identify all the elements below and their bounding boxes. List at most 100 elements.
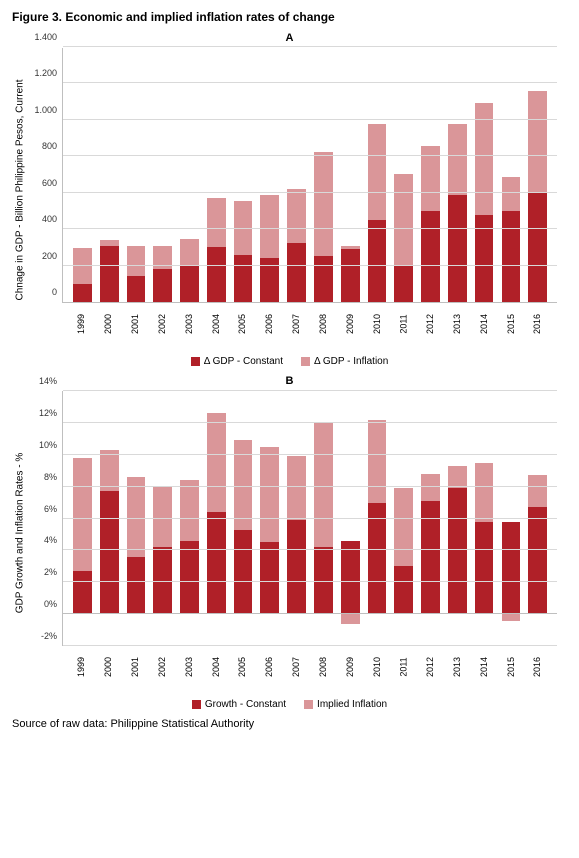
x-tick: 2015 [497,650,524,675]
bar-slot [176,391,203,646]
legend-label-inflation-b: Implied Inflation [317,699,387,710]
x-tick: 2005 [229,650,256,675]
segment-constant [368,503,387,615]
bar-slot [203,198,230,302]
segment-constant [180,541,199,614]
y-tick: 0% [44,599,57,609]
stacked-bar [528,91,547,302]
legend-item-inflation-a: Δ GDP - Inflation [301,356,388,367]
panel-b-bars [63,391,557,646]
segment-inflation [73,248,92,284]
x-tick: 2009 [336,307,363,332]
bar-slot [203,391,230,646]
bar-slot [524,391,551,646]
bar-slot [149,391,176,646]
segment-constant [153,269,172,302]
x-tick: 2008 [309,307,336,332]
x-tick: 2002 [148,650,175,675]
segment-constant [100,246,119,302]
bar-slot [471,391,498,646]
segment-constant [528,507,547,614]
bar-slot [256,391,283,646]
segment-constant [528,192,547,302]
segment-inflation [260,447,279,543]
bar-slot [498,391,525,646]
panel-a-title: A [12,32,567,44]
panel-b-y-label: GDP Growth and Inflation Rates - % [15,453,26,613]
segment-constant [207,247,226,302]
panel-a-chart: Chnage in GDP - Billion Philippine Pesos… [62,48,557,332]
bar-slot [417,146,444,302]
segment-inflation [394,174,413,265]
swatch-inflation-b [304,700,313,709]
x-tick: 2009 [336,650,363,675]
x-tick: 2013 [444,650,471,675]
segment-constant [341,541,360,614]
stacked-bar [341,246,360,302]
y-tick: 800 [42,141,57,151]
segment-constant [421,211,440,302]
swatch-constant-a [191,357,200,366]
x-tick: 2015 [497,307,524,332]
stacked-bar [287,189,306,302]
x-tick: 2004 [202,307,229,332]
segment-inflation [368,124,387,220]
segment-inflation [180,480,199,541]
x-tick: 2000 [95,307,122,332]
x-tick: 2011 [390,650,417,675]
segment-inflation [73,458,92,571]
panel-a-plot: 02004006008001.0001.2001.400 [62,48,557,303]
y-tick: 4% [44,535,57,545]
segment-constant [448,488,467,614]
y-tick: 10% [39,440,57,450]
stacked-bar [502,177,521,302]
bar-slot [283,189,310,302]
bar-slot [69,248,96,302]
x-tick: 2003 [175,650,202,675]
x-tick: 2016 [524,650,551,675]
figure-title: Figure 3. Economic and implied inflation… [12,10,567,24]
bar-slot [524,91,551,302]
segment-constant [314,256,333,302]
panel-b-legend: Growth - Constant Implied Inflation [12,699,567,710]
segment-constant [234,530,253,614]
segment-constant [502,522,521,614]
stacked-bar [475,103,494,302]
bar-slot [390,391,417,646]
segment-inflation [287,189,306,243]
bar-slot [256,195,283,302]
x-tick: 2007 [283,650,310,675]
x-tick: 2006 [256,307,283,332]
panel-a-x-labels: 1999200020012002200320042005200620072008… [62,307,557,332]
segment-inflation [394,488,413,566]
segment-inflation [207,413,226,512]
y-tick: 14% [39,376,57,386]
segment-inflation [528,91,547,192]
bar-slot [337,391,364,646]
y-tick: 1.200 [34,68,57,78]
x-tick: 2013 [444,307,471,332]
y-tick: 8% [44,472,57,482]
segment-constant [448,195,467,302]
legend-label-inflation-a: Δ GDP - Inflation [314,356,388,367]
segment-inflation [341,614,360,624]
bar-slot [337,246,364,302]
x-tick: 2010 [363,650,390,675]
zero-line [63,613,557,614]
bar-slot [149,246,176,302]
segment-inflation [475,463,494,522]
stacked-bar [207,198,226,302]
segment-inflation [528,475,547,507]
bar-slot [310,152,337,302]
x-tick: 2012 [417,650,444,675]
bar-slot [471,103,498,302]
bar-slot [444,391,471,646]
y-tick: 12% [39,408,57,418]
x-tick: 2014 [470,307,497,332]
bar-slot [176,239,203,302]
segment-constant [394,566,413,614]
x-tick: 2012 [417,307,444,332]
segment-inflation [314,152,333,257]
x-tick: 2011 [390,307,417,332]
stacked-bar [421,146,440,302]
